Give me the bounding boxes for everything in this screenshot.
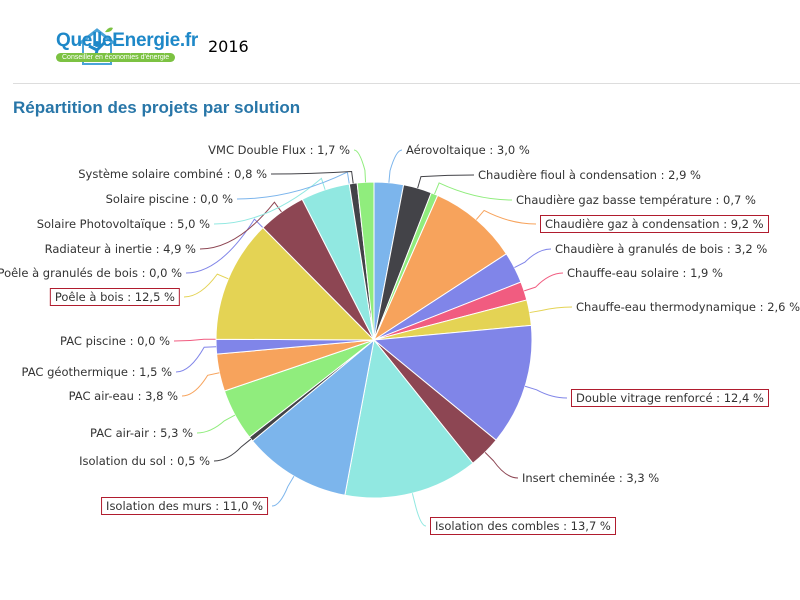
connector-line [236, 171, 350, 200]
pie-slice[interactable] [215, 226, 376, 341]
connector-line [524, 272, 564, 292]
connector-line [270, 170, 354, 184]
data-label: Chaudière fioul à condensation : 2,9 % [478, 168, 701, 182]
connector-line [388, 149, 403, 183]
data-label: Isolation des murs : 11,0 % [101, 497, 268, 515]
data-label: Solaire Photovoltaïque : 5,0 % [36, 217, 210, 231]
connector-line [181, 372, 220, 397]
pie-slice[interactable] [344, 338, 474, 499]
connector-line [434, 182, 513, 201]
connector-line [199, 201, 282, 250]
pie-slice[interactable] [251, 338, 375, 496]
connector-line [529, 306, 573, 314]
connector-line [185, 218, 264, 274]
data-label: Solaire piscine : 0,0 % [105, 192, 233, 206]
data-label: PAC piscine : 0,0 % [60, 334, 170, 348]
brand-tagline: Conseiller en économies d'énergie [56, 53, 176, 62]
data-label: Double vitrage renforcé : 12,4 % [571, 389, 769, 407]
data-label: Insert cheminée : 3,3 % [522, 471, 660, 485]
data-label: Chaudière gaz à condensation : 9,2 % [540, 215, 769, 233]
data-label: Chauffe-eau solaire : 1,9 % [567, 266, 723, 280]
year-label: 2016 [208, 37, 249, 56]
data-label: Aérovoltaique : 3,0 % [406, 143, 530, 157]
connector-line [524, 385, 568, 399]
data-label: Poêle à granulés de bois : 0,0 % [0, 266, 182, 280]
data-label: PAC géothermique : 1,5 % [21, 365, 172, 379]
connector-line [175, 346, 217, 373]
data-label: Chaudière à granulés de bois : 3,2 % [555, 242, 768, 256]
data-label: Isolation des combles : 13,7 % [430, 517, 616, 535]
data-label: Chauffe-eau thermodynamique : 2,6 % [576, 300, 800, 314]
data-label: Chaudière gaz basse température : 0,7 % [516, 193, 756, 207]
data-label: Isolation du sol : 0,5 % [79, 454, 210, 468]
connector-line [213, 177, 326, 225]
data-label: VMC Double Flux : 1,7 % [208, 143, 350, 157]
connector-line [411, 493, 427, 527]
connector-line [271, 475, 295, 507]
data-label: PAC air-air : 5,3 % [90, 426, 193, 440]
chart-title: Répartition des projets par solution [13, 98, 301, 117]
data-label: Système solaire combiné : 0,8 % [78, 167, 267, 181]
connector-line [417, 174, 475, 189]
connector-line [183, 273, 229, 298]
connector-line [196, 414, 236, 434]
connector-line [484, 451, 519, 479]
connector-line [514, 248, 552, 268]
divider [13, 83, 800, 84]
brand-name: QuelleEnergie.fr [56, 30, 198, 51]
pie-slice[interactable] [372, 194, 508, 342]
connector-line [213, 438, 252, 462]
connector-line [353, 149, 367, 183]
connector-line [475, 209, 537, 225]
data-label: PAC air-eau : 3,8 % [68, 389, 178, 403]
data-label: Radiateur à inertie : 4,9 % [44, 242, 196, 256]
data-label: Poêle à bois : 12,5 % [49, 288, 180, 306]
connector-line [173, 338, 217, 342]
